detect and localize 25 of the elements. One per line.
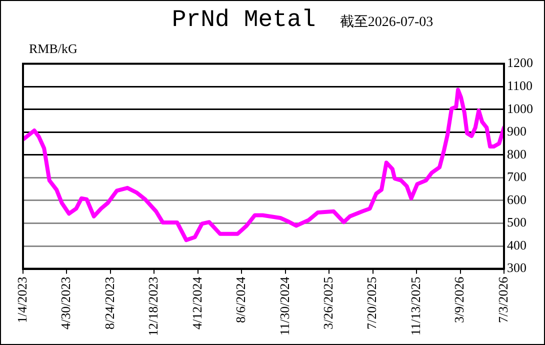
x-tick-label: 11/30/2024 [276,276,292,336]
x-tick-label: 4/12/2024 [189,276,204,330]
x-tick-label: 7/3/2026 [495,276,510,324]
y-axis-title: RMB/kG [29,41,78,57]
y-tick-label: 1100 [507,78,533,93]
x-tick-label: 8/6/2024 [233,276,248,324]
x-tick-label: 3/9/2026 [452,276,467,324]
x-tick-label: 12/18/2023 [146,276,161,336]
x-tick-label: 11/13/2025 [408,276,423,336]
chart-subtitle: 截至2026-07-03 [340,14,434,31]
y-tick-label: 1200 [507,55,533,70]
y-tick-label: 900 [507,124,526,139]
y-tick-label: 700 [507,169,526,184]
x-tick-label: 1/4/2023 [14,276,30,324]
x-tick-label: 4/30/2023 [58,276,74,330]
y-tick-label: 500 [507,214,526,230]
chart-title: PrNd Metal [172,7,316,34]
x-tick-label: 8/24/2023 [102,276,117,330]
y-tick-label: 300 [507,260,526,276]
y-tick-label: 800 [507,146,526,162]
x-tick-label: 7/20/2025 [364,276,380,330]
y-tick-label: 600 [507,192,526,207]
x-tick-label: 3/26/2025 [320,276,336,330]
y-tick-label: 1000 [507,100,533,116]
y-tick-label: 400 [507,237,526,252]
